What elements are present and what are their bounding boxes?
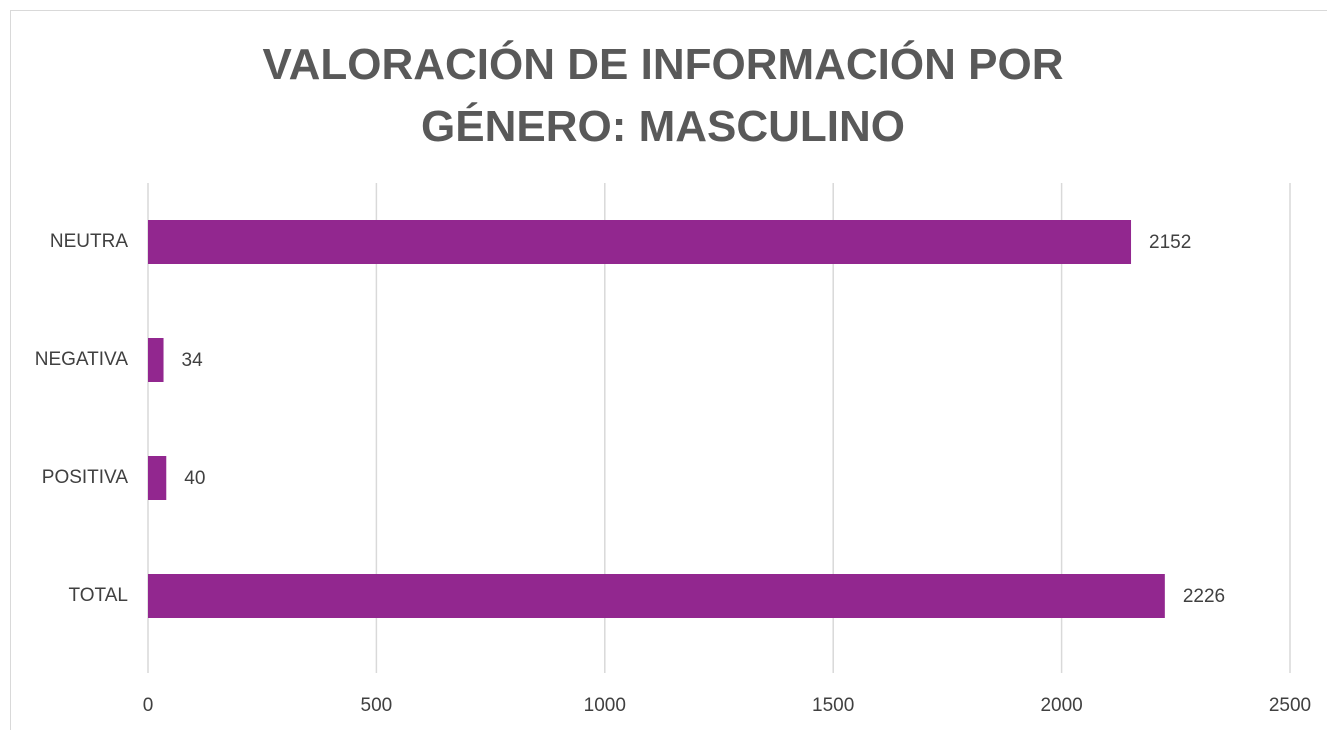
bar — [148, 338, 164, 382]
y-tick-label: TOTAL — [69, 585, 128, 606]
chart-title: VALORACIÓN DE INFORMACIÓN POR GÉNERO: MA… — [262, 40, 1064, 151]
bar — [148, 456, 167, 500]
y-tick-label: NEGATIVA — [35, 349, 129, 370]
x-tick-label: 0 — [143, 695, 154, 716]
data-label: 2152 — [1149, 232, 1191, 253]
data-label: 40 — [184, 468, 205, 489]
data-label: 34 — [182, 350, 204, 371]
data-label: 2226 — [1183, 586, 1225, 607]
x-tick-label: 2000 — [1040, 695, 1082, 716]
x-tick-label: 500 — [361, 695, 393, 716]
x-tick-label: 1500 — [812, 695, 854, 716]
x-tick-label: 1000 — [584, 695, 626, 716]
x-tick-label: 2500 — [1269, 695, 1311, 716]
y-tick-label: NEUTRA — [50, 231, 128, 252]
y-tick-label: POSITIVA — [42, 467, 129, 488]
chart-border — [10, 10, 1327, 730]
bar — [148, 574, 1165, 618]
bar — [148, 220, 1132, 264]
